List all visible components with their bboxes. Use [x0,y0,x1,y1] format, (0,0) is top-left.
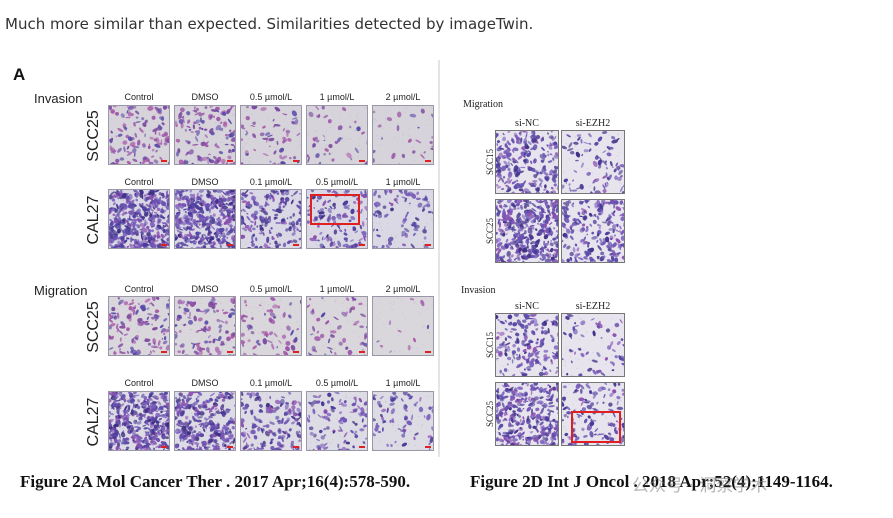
column-label: 0.5 µmol/L [249,92,293,102]
scale-bar [293,244,299,246]
panel-d-migration-label: Migration [463,99,503,110]
scale-bar [425,351,431,353]
micrograph-cell [174,391,236,451]
column-label: DMSO [191,284,219,294]
column-label: Control [124,284,154,294]
micrograph-cell [372,189,434,249]
scale-bar [293,160,299,162]
caption-right: Figure 2D Int J Oncol . 2018 Apr;52(4):1… [470,472,833,491]
migration-label: Migration [34,283,88,298]
micrograph-cell [174,296,236,356]
figure-composite: A Invasion Migration Control DMSO 0.5 µmol… [8,58,880,463]
column-label: 1 µmol/L [319,92,355,102]
column-label-si-nc: si-NC [515,301,539,312]
panel-divider [438,60,440,457]
column-label: Control [124,378,154,388]
column-label: 1 µmol/L [385,177,421,187]
scale-bar [161,160,167,162]
column-label: 1 µmol/L [385,378,421,388]
similarity-highlight-box [571,411,621,443]
micrograph-cell [174,105,236,165]
micrograph-cell [561,130,625,194]
column-label: 0.5 µmol/L [315,177,359,187]
micrograph-cell [240,391,302,451]
similarity-highlight-box [310,194,360,225]
scale-bar [425,446,431,448]
column-label: 0.5 µmol/L [315,378,359,388]
column-label: 0.1 µmol/L [249,378,293,388]
micrograph-cell [240,105,302,165]
scale-bar [293,351,299,353]
column-label-si-ezh2: si-EZH2 [575,301,611,312]
micrograph-cell [108,105,170,165]
scale-bar [227,351,233,353]
micrograph-cell [240,189,302,249]
scale-bar [359,244,365,246]
micrograph-cell [108,391,170,451]
column-label: DMSO [191,378,219,388]
column-label-si-nc: si-NC [515,118,539,129]
micrograph-cell [561,199,625,263]
column-label: DMSO [191,92,219,102]
scale-bar [227,160,233,162]
caption-left: Figure 2A Mol Cancer Ther . 2017 Apr;16(… [20,472,411,491]
column-label: 2 µmol/L [385,284,421,294]
micrograph-cell [306,296,368,356]
scale-bar [227,446,233,448]
scale-bar [161,351,167,353]
column-label: Control [124,92,154,102]
scale-bar [359,351,365,353]
watermark: 公众号 · 洞察学术 [632,476,768,496]
micrograph-cell [108,296,170,356]
scale-bar [359,160,365,162]
micrograph-cell [306,391,368,451]
row-label-scc25-invasion: SCC25 [85,110,102,162]
micrograph-cell [306,189,368,249]
column-label: Control [124,177,154,187]
invasion-label: Invasion [34,91,83,106]
row-label-cal27-invasion: CAL27 [85,195,102,245]
column-label: 2 µmol/L [385,92,421,102]
micrograph-cell [561,313,625,377]
column-label: DMSO [191,177,219,187]
scale-bar [161,446,167,448]
micrograph-cell [108,189,170,249]
row-label-cal27-migration: CAL27 [85,397,102,447]
micrograph-cell [372,105,434,165]
scale-bar [425,244,431,246]
micrograph-cell [495,130,559,194]
micrograph-cell [372,296,434,356]
micrograph-cell [495,199,559,263]
header-text: Much more similar than expected. Similar… [5,15,534,33]
column-label: 0.5 µmol/L [249,284,293,294]
micrograph-cell [306,105,368,165]
micrograph-cell [495,313,559,377]
micrograph-cell [372,391,434,451]
row-label-scc15-migration: SCC15 [485,149,495,176]
scale-bar [227,244,233,246]
micrograph-cell [495,382,559,446]
scale-bar [161,244,167,246]
column-label: 0.1 µmol/L [249,177,293,187]
row-label-scc25-migration-d: SCC25 [485,218,495,245]
micrograph-cell [240,296,302,356]
column-label: 1 µmol/L [319,284,355,294]
row-label-scc25-invasion-d: SCC25 [485,401,495,428]
row-label-scc15-invasion: SCC15 [485,332,495,359]
column-label-si-ezh2: si-EZH2 [575,118,611,129]
scale-bar [425,160,431,162]
row-label-scc25-migration: SCC25 [85,301,102,353]
micrograph-cell [174,189,236,249]
scale-bar [359,446,365,448]
panel-a-letter: A [13,65,26,84]
panel-d-invasion-label: Invasion [461,285,496,296]
scale-bar [293,446,299,448]
